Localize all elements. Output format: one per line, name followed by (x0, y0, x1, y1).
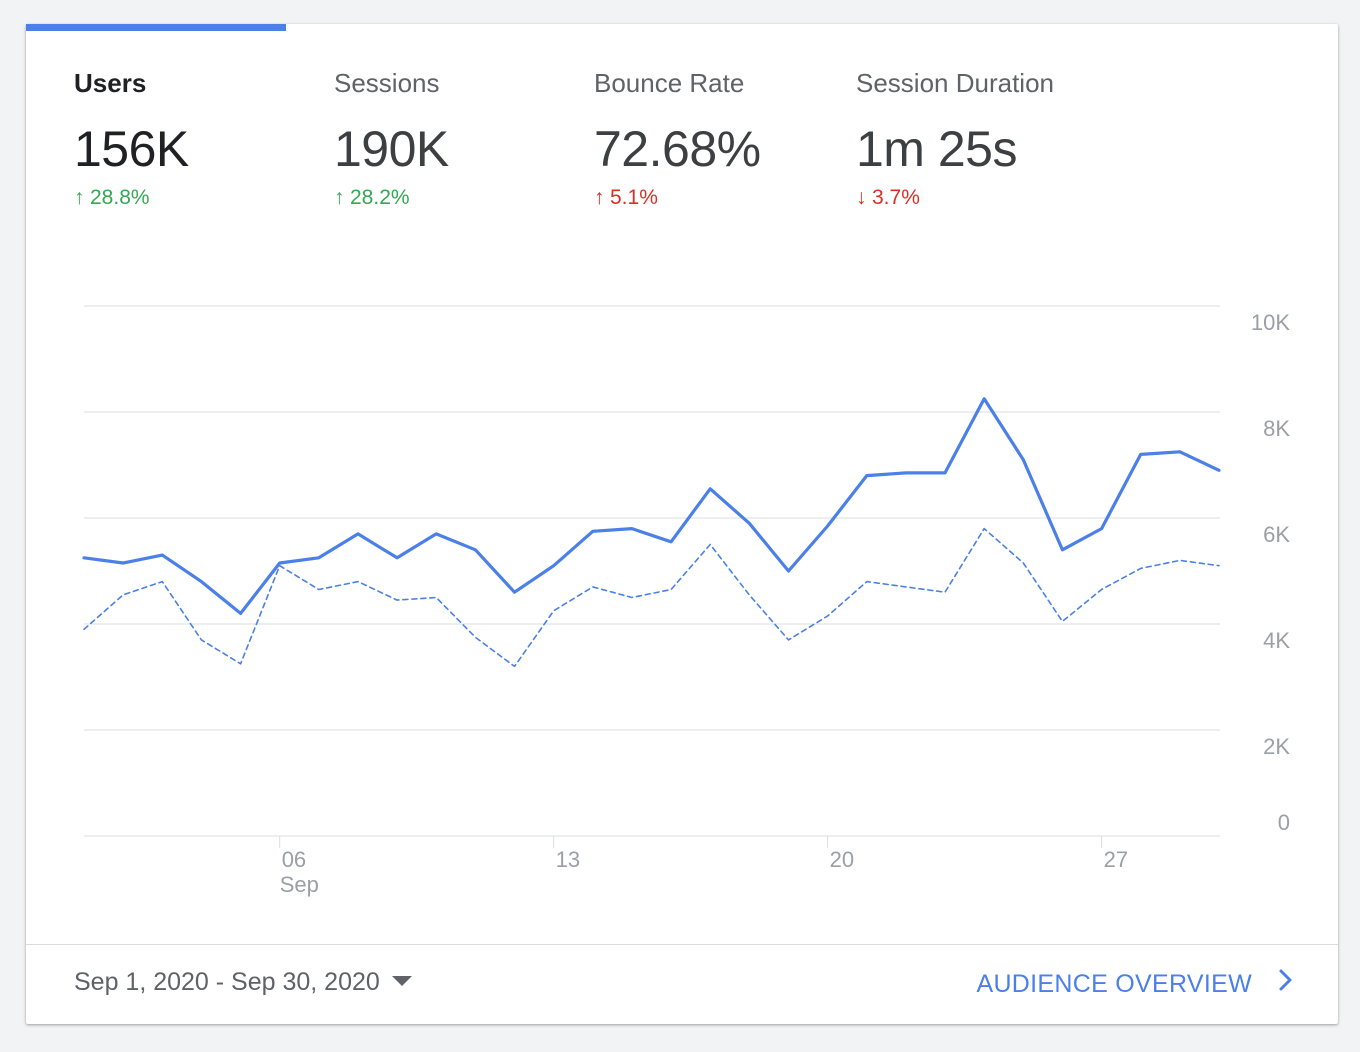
x-tick-label: 13 (556, 847, 580, 872)
tab-sessions-change: ↑ 28.2% (334, 186, 410, 209)
arrow-up-icon: ↑ (594, 186, 605, 209)
y-tick-label: 0 (1278, 810, 1290, 835)
y-tick-label: 6K (1263, 522, 1290, 547)
tab-users-change: ↑ 28.8% (74, 186, 150, 209)
tab-session-duration[interactable]: Session Duration 1m 25s ↓ 3.7% (856, 24, 1106, 244)
comparison-series-line (83, 527, 1220, 668)
y-tick-label: 2K (1263, 734, 1290, 759)
tab-sessions-value: 190K (334, 121, 449, 177)
audience-card: Users 156K ↑ 28.8% Sessions 190K ↑ 28.2% B… (26, 24, 1338, 1024)
tab-session-duration-label: Session Duration (856, 68, 1054, 98)
x-tick-sublabel: Sep (280, 872, 319, 897)
y-tick-label: 8K (1263, 416, 1290, 441)
tab-sessions-label: Sessions (334, 68, 440, 98)
tab-users-value: 156K (74, 121, 189, 177)
active-tab-indicator (26, 24, 286, 31)
audience-overview-label: AUDIENCE OVERVIEW (976, 970, 1252, 999)
x-tick-label: 20 (830, 847, 854, 872)
arrow-up-icon: ↑ (74, 186, 85, 209)
x-tick-label: 27 (1104, 847, 1128, 872)
tab-users[interactable]: Users 156K ↑ 28.8% (74, 24, 324, 244)
tab-sessions[interactable]: Sessions 190K ↑ 28.2% (334, 24, 584, 244)
tab-users-label: Users (74, 68, 147, 98)
metric-tabs: Users 156K ↑ 28.8% Sessions 190K ↑ 28.2% B… (26, 24, 1126, 244)
footer-divider (26, 944, 1338, 945)
tab-session-duration-change: ↓ 3.7% (856, 186, 920, 209)
date-range-selector[interactable]: Sep 1, 2020 - Sep 30, 2020 (74, 968, 412, 997)
tab-bounce-rate-label: Bounce Rate (594, 68, 745, 98)
tab-bounce-rate[interactable]: Bounce Rate 72.68% ↑ 5.1% (594, 24, 844, 244)
current-series-line (82, 397, 1221, 616)
date-range-label: Sep 1, 2020 - Sep 30, 2020 (74, 968, 380, 996)
arrow-down-icon: ↓ (856, 186, 867, 209)
x-tick-label: 06 (282, 847, 306, 872)
tab-session-duration-value: 1m 25s (856, 121, 1017, 177)
audience-overview-link[interactable]: AUDIENCE OVERVIEW (976, 968, 1294, 1001)
arrow-up-icon: ↑ (334, 186, 345, 209)
chevron-right-icon (1278, 968, 1294, 999)
dropdown-caret-icon (391, 976, 412, 987)
y-tick-label: 10K (1251, 310, 1290, 335)
tab-bounce-rate-change: ↑ 5.1% (594, 186, 658, 209)
y-tick-label: 4K (1263, 628, 1290, 653)
tab-bounce-rate-value: 72.68% (594, 121, 761, 177)
